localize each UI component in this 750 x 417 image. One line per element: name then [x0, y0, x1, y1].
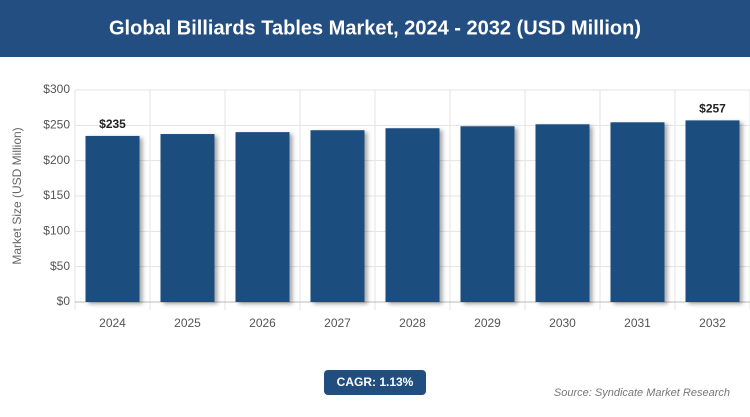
bar	[610, 122, 665, 302]
x-tick-label: 2028	[399, 316, 426, 330]
bar	[460, 126, 515, 302]
bar	[310, 130, 365, 302]
y-tick-label: $200	[43, 153, 70, 167]
cagr-label: CAGR: 1.13%	[337, 375, 414, 389]
y-tick-label: $150	[43, 188, 70, 202]
x-tick-label: 2024	[99, 316, 126, 330]
bar	[235, 132, 290, 302]
y-axis-label: Market Size (USD Million)	[10, 127, 24, 264]
bar	[160, 134, 215, 302]
title-bar	[0, 0, 750, 57]
data-label: $257	[699, 102, 726, 116]
y-tick-label: $100	[43, 224, 70, 238]
y-tick-label: $50	[50, 259, 70, 273]
y-tick-label: $250	[43, 118, 70, 132]
bar	[685, 120, 740, 303]
chart-title: Global Billiards Tables Market, 2024 - 2…	[109, 17, 641, 39]
x-tick-label: 2029	[474, 316, 501, 330]
x-tick-label: 2025	[174, 316, 201, 330]
x-tick-label: 2026	[249, 316, 276, 330]
y-tick-label: $300	[43, 82, 70, 96]
bar	[385, 128, 440, 302]
x-tick-label: 2031	[624, 316, 651, 330]
data-label: $235	[99, 117, 126, 131]
x-tick-label: 2027	[324, 316, 351, 330]
x-tick-label: 2032	[699, 316, 726, 330]
bar	[85, 135, 140, 302]
cagr-badge	[324, 370, 426, 395]
bar	[535, 124, 590, 302]
source-note: Source: Syndicate Market Research	[554, 387, 730, 399]
x-tick-label: 2030	[549, 316, 576, 330]
y-tick-label: $0	[57, 294, 71, 308]
